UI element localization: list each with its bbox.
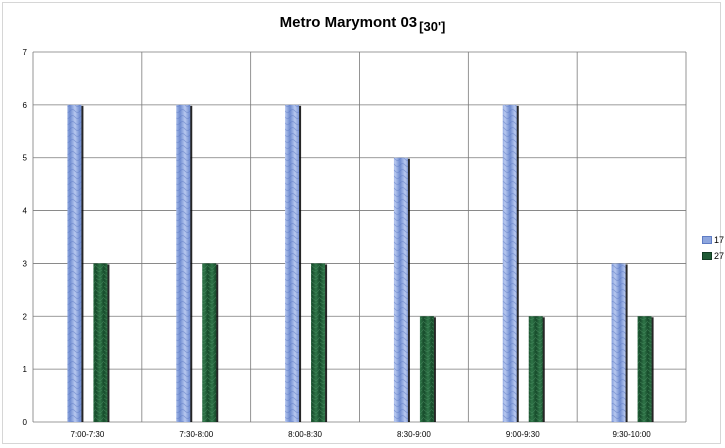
legend: 17 27 <box>702 232 724 264</box>
y-tick-label: 0 <box>23 418 28 427</box>
x-tick-label: 9:30-10:00 <box>612 430 651 439</box>
legend-item-series-2: 27 <box>702 248 724 264</box>
chart-title-text: Metro Marymont 03 <box>279 14 418 31</box>
legend-swatch-series-2 <box>702 252 712 260</box>
x-tick-label: 8:00-8:30 <box>288 430 322 439</box>
bar-27-7:30-8:00 <box>202 263 217 422</box>
legend-label-series-2: 27 <box>714 251 725 261</box>
bars <box>67 104 654 422</box>
bar-17-7:30-8:00 <box>176 104 191 422</box>
chart-title: Metro Marymont 03 [30'] <box>0 14 725 34</box>
y-tick-label: 7 <box>23 48 28 57</box>
bar-17-8:00-8:30 <box>285 104 300 422</box>
bar-27-9:30-10:00 <box>637 316 652 422</box>
grid <box>32 51 687 423</box>
y-tick-label: 3 <box>23 259 28 268</box>
chart-subtitle: [30'] <box>419 19 446 34</box>
y-tick-label: 5 <box>23 154 28 163</box>
bar-27-8:00-8:30 <box>311 263 326 422</box>
y-tick-label: 4 <box>23 207 28 216</box>
bar-27-7:00-7:30 <box>93 263 108 422</box>
x-tick-label: 9:00-9:30 <box>506 430 540 439</box>
chart-frame <box>2 2 721 444</box>
legend-label-series-1: 17 <box>714 235 725 245</box>
bar-27-9:00-9:30 <box>528 316 543 422</box>
axis-labels: 0 1 2 3 4 5 6 7 7:00-7:30 7:30-8:00 8:00-8:30 8:30-… <box>23 48 652 439</box>
x-tick-label: 7:00-7:30 <box>71 430 105 439</box>
bar-27-8:30-9:00 <box>419 316 434 422</box>
y-tick-label: 6 <box>23 101 28 110</box>
bar-17-9:30-10:00 <box>611 263 626 422</box>
bar-17-9:00-9:30 <box>502 104 517 422</box>
bar-17-8:30-9:00 <box>393 157 408 422</box>
legend-swatch-series-1 <box>702 236 712 244</box>
bar-17-7:00-7:30 <box>67 104 82 422</box>
x-tick-label: 8:30-9:00 <box>397 430 431 439</box>
y-tick-label: 1 <box>23 365 28 374</box>
x-tick-label: 7:30-8:00 <box>179 430 213 439</box>
y-tick-label: 2 <box>23 312 28 321</box>
legend-item-series-1: 17 <box>702 232 724 248</box>
